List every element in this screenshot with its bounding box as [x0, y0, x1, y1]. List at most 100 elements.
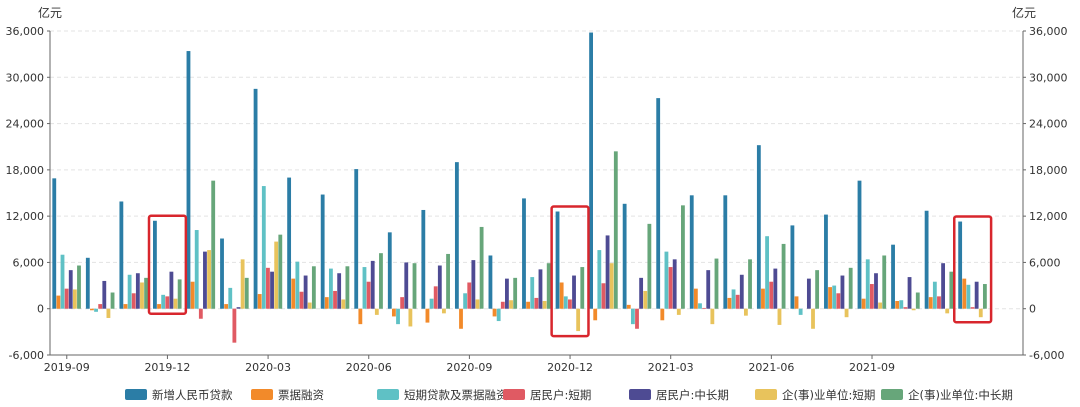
bar: [165, 296, 170, 309]
bar: [723, 195, 728, 309]
bar: [303, 275, 308, 309]
bar: [274, 241, 279, 309]
legend-swatch: [755, 389, 777, 400]
bar: [425, 308, 430, 323]
bar: [639, 277, 644, 309]
bar: [123, 304, 128, 309]
bar: [689, 195, 694, 309]
bar: [681, 205, 685, 309]
bar: [56, 295, 61, 309]
bar: [748, 259, 752, 309]
bar: [127, 274, 132, 309]
legend-swatch: [125, 389, 147, 400]
bar: [530, 277, 535, 309]
bar: [177, 279, 182, 309]
bar: [110, 292, 115, 309]
bar: [379, 253, 383, 309]
bar: [119, 201, 124, 309]
legend: 新增人民币贷款 票据融资 短期贷款及票据融资 居民户:短期 居民户:中长期 企(事)业单位…: [125, 388, 1013, 402]
bar: [144, 277, 149, 309]
bar: [85, 257, 90, 309]
bar: [270, 271, 274, 309]
bar: [572, 275, 576, 309]
bar: [157, 304, 161, 309]
bar: [534, 297, 539, 309]
bar: [970, 307, 975, 309]
legend-swatch: [503, 389, 525, 400]
legend-label: 企(事)业单位:短期: [782, 388, 875, 402]
y-tick-label-right: 0: [1029, 303, 1036, 316]
x-tick-label: 2021-09: [849, 361, 895, 374]
bar: [765, 236, 770, 309]
bar: [496, 308, 501, 322]
bar: [739, 274, 744, 309]
bar: [505, 278, 509, 309]
bar: [815, 270, 820, 309]
bar: [261, 186, 266, 309]
bar: [475, 299, 480, 309]
bar: [387, 232, 392, 309]
bar: [60, 254, 65, 309]
bar: [878, 302, 883, 309]
bar: [945, 308, 950, 314]
bar: [500, 301, 505, 309]
bar: [391, 308, 396, 317]
bar: [203, 251, 207, 309]
bar: [442, 308, 446, 314]
bar: [710, 308, 715, 325]
bar: [408, 308, 413, 327]
bar: [874, 273, 878, 309]
bar: [278, 234, 283, 309]
bar: [463, 293, 468, 309]
bar: [153, 220, 157, 309]
x-tick-label: 2021-06: [748, 361, 794, 374]
legend-swatch: [251, 389, 273, 400]
bar: [643, 290, 648, 309]
bar: [324, 297, 329, 309]
highlight-box: [550, 205, 590, 338]
bar: [555, 211, 560, 309]
legend-label: 票据融资: [278, 388, 324, 402]
bar: [433, 286, 438, 309]
bar: [672, 259, 677, 309]
bar: [333, 290, 337, 309]
bar: [546, 263, 551, 309]
bar: [698, 303, 702, 309]
bar: [106, 308, 111, 318]
bar: [811, 308, 815, 329]
bar: [140, 282, 144, 309]
highlight-boxes: [147, 205, 993, 338]
bar: [345, 266, 350, 309]
bar: [832, 285, 837, 309]
bar: [861, 298, 866, 309]
bar: [307, 302, 312, 309]
x-tick-label: 2019-12: [144, 361, 190, 374]
bar: [865, 259, 870, 309]
bar: [240, 259, 245, 309]
bar: [257, 294, 262, 309]
bar: [253, 88, 258, 309]
bar: [366, 281, 371, 309]
bar: [794, 296, 799, 309]
bar: [52, 178, 57, 309]
bar: [437, 265, 442, 309]
legend-swatch: [629, 389, 651, 400]
bar: [77, 265, 81, 309]
bar: [962, 278, 967, 309]
x-tick-label: 2020-06: [346, 361, 392, 374]
y-tick-label-left: 30,000: [6, 71, 45, 84]
bar: [664, 251, 669, 309]
bar: [341, 299, 346, 309]
bar: [593, 308, 598, 321]
bar: [966, 284, 971, 309]
bar: [131, 293, 136, 309]
bar: [337, 273, 342, 309]
bar: [693, 288, 698, 309]
bar: [173, 298, 178, 309]
x-tick-label: 2020-09: [446, 361, 492, 374]
bar: [656, 98, 661, 309]
bar: [232, 308, 237, 343]
bar: [974, 281, 979, 309]
bar: [756, 145, 761, 309]
